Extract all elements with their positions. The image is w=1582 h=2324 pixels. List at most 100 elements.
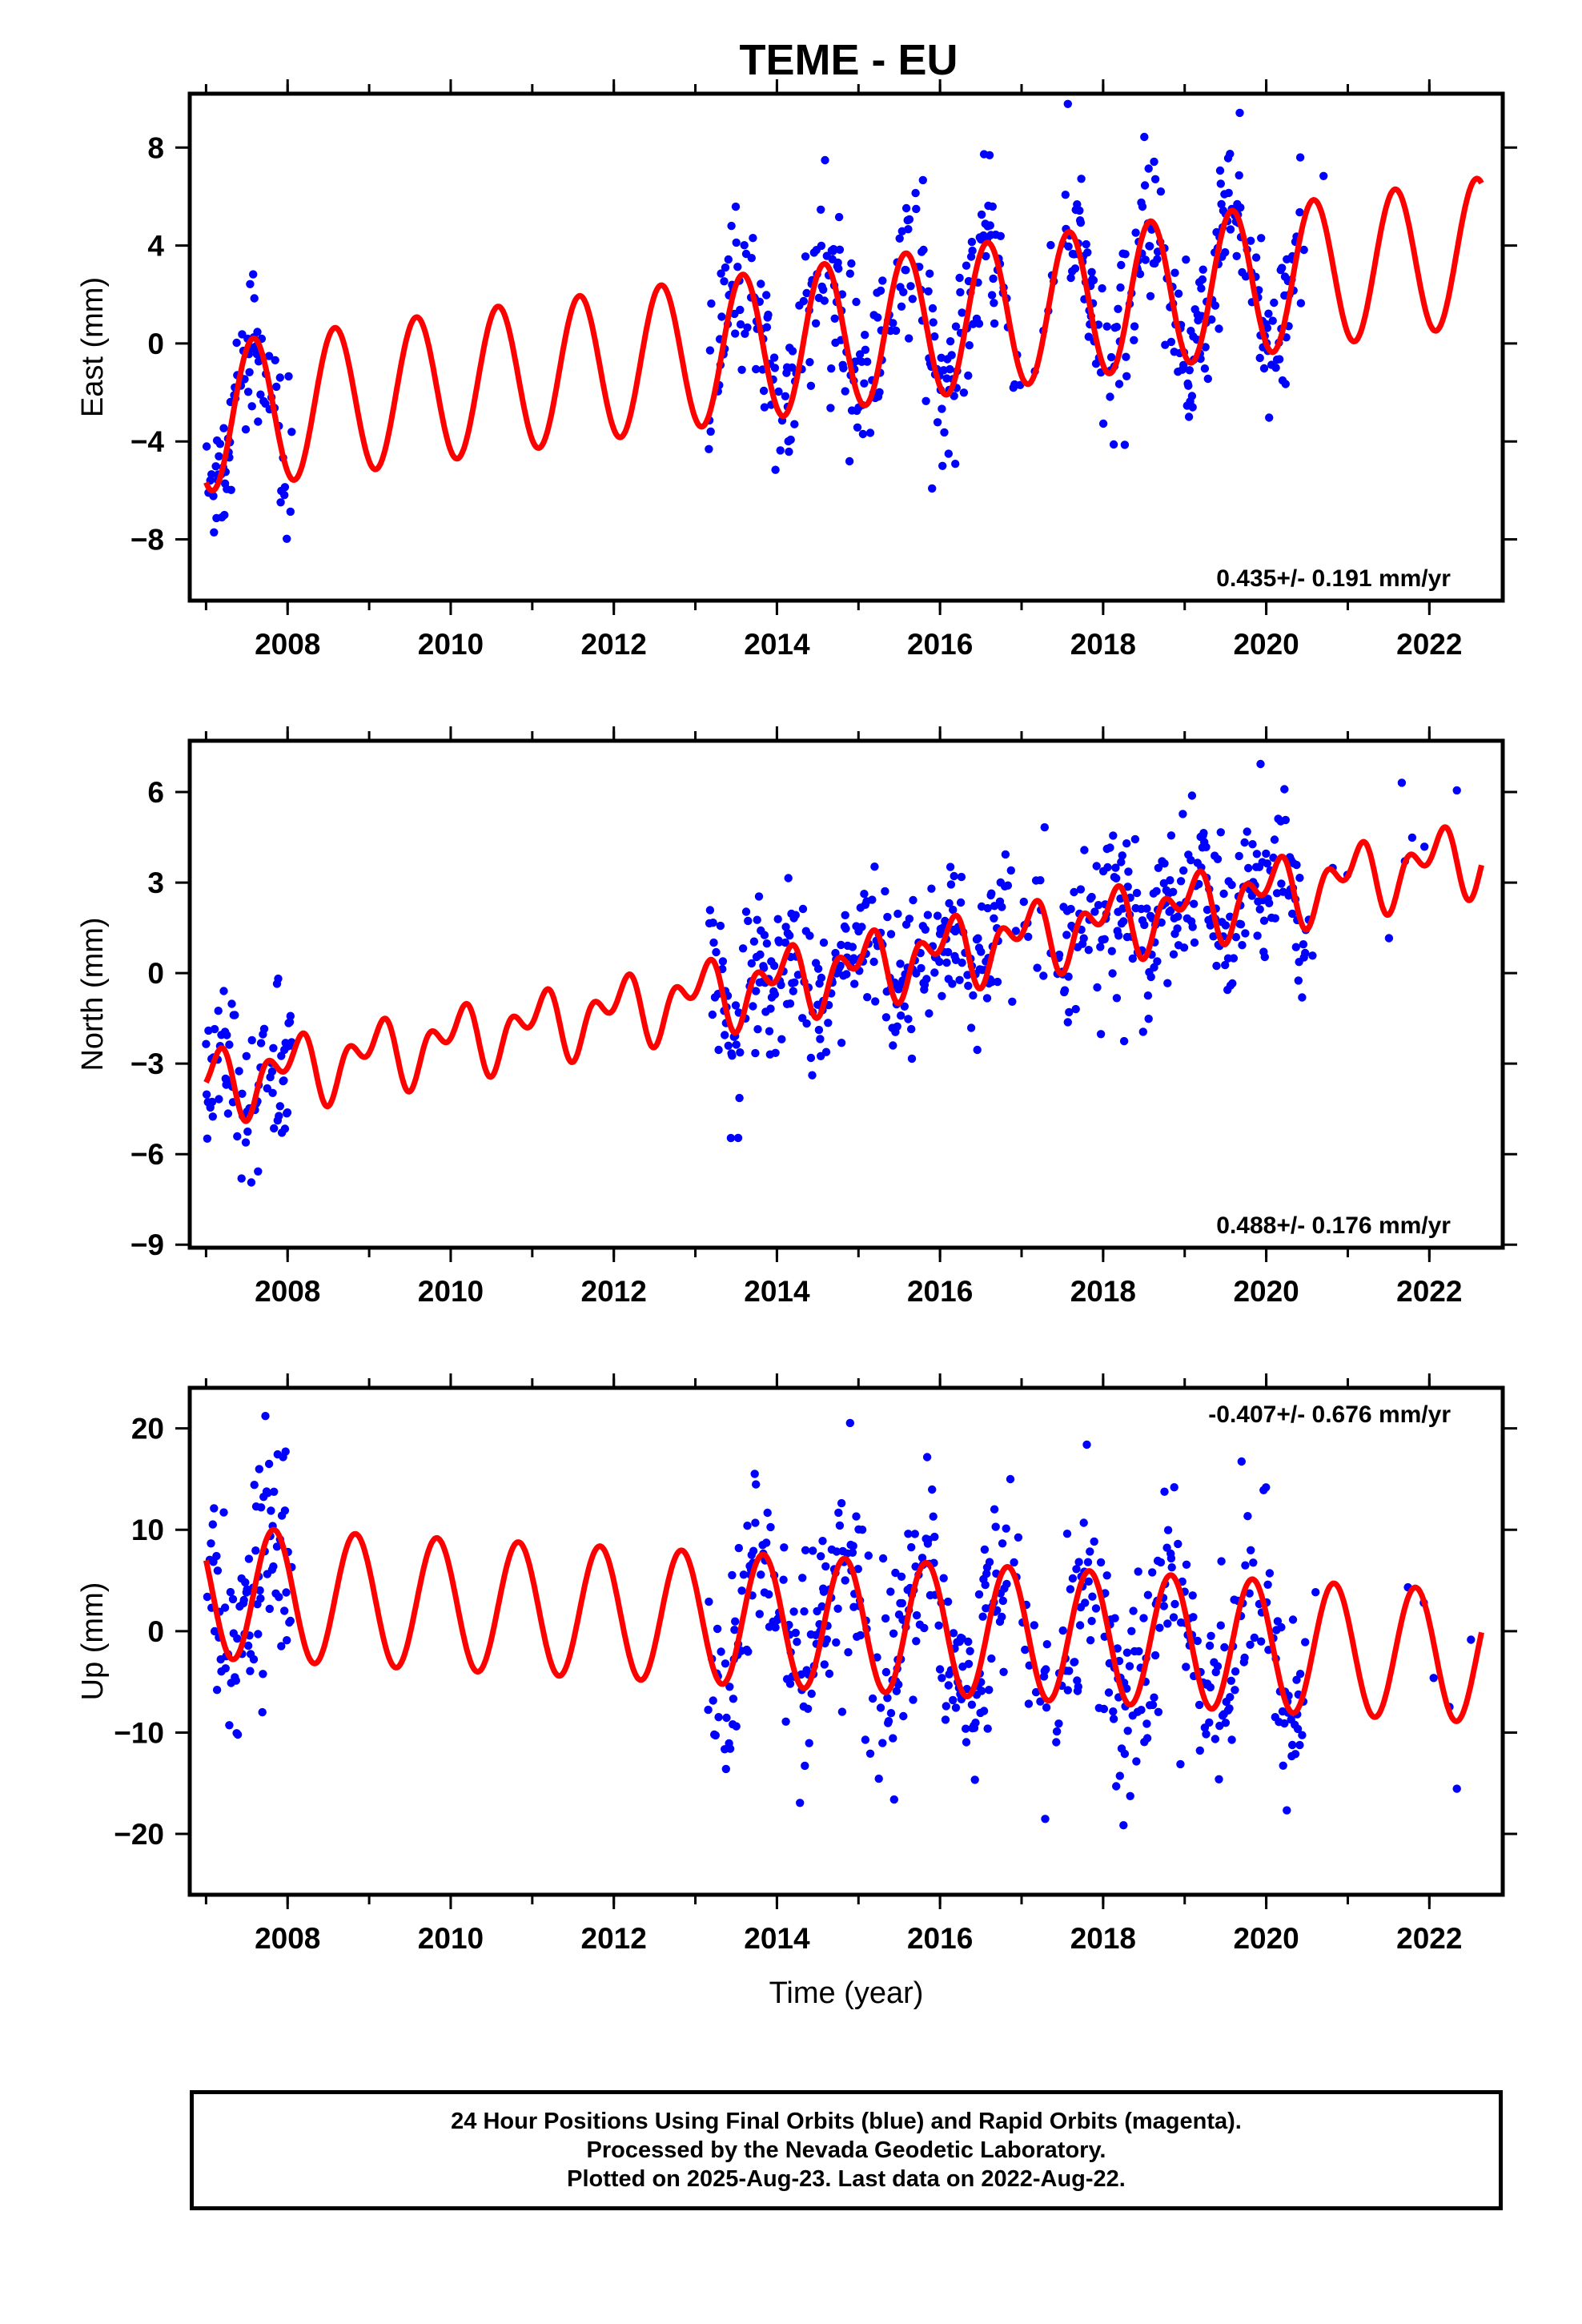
data-point (945, 899, 954, 908)
data-point (1231, 1667, 1240, 1676)
data-point (237, 1174, 246, 1183)
data-point (1112, 323, 1122, 332)
data-point (1292, 1675, 1301, 1684)
data-point (1119, 1036, 1129, 1046)
data-point (1195, 1700, 1204, 1710)
data-point (1226, 1693, 1235, 1702)
data-point (1052, 1738, 1061, 1747)
data-point (220, 1603, 230, 1612)
data-point (259, 1670, 267, 1679)
data-point (735, 1093, 744, 1103)
data-point (873, 313, 882, 322)
data-point (1002, 1579, 1011, 1589)
data-point (1209, 932, 1218, 941)
data-point (938, 404, 946, 413)
data-point (861, 345, 870, 354)
data-point (922, 975, 931, 983)
data-point (1235, 108, 1244, 118)
data-point (1132, 1757, 1141, 1766)
data-point (717, 312, 726, 321)
data-point (991, 1522, 1000, 1531)
data-point (239, 1595, 248, 1605)
data-point (912, 1610, 921, 1620)
data-point (1108, 969, 1117, 978)
x-tick-label: 2020 (1233, 1922, 1299, 1955)
data-point (1091, 1604, 1101, 1613)
data-point (990, 319, 999, 328)
data-point (1142, 1734, 1152, 1743)
data-point (1176, 1759, 1185, 1769)
data-point (721, 1031, 729, 1039)
data-point (949, 1629, 958, 1638)
data-point (779, 1575, 788, 1584)
data-point (1042, 1640, 1052, 1649)
data-point (841, 387, 849, 396)
data-point (1277, 1622, 1286, 1632)
data-point (905, 915, 914, 923)
data-point (1080, 846, 1089, 854)
data-point (1126, 1791, 1134, 1800)
data-point (1227, 1735, 1236, 1744)
data-point (1188, 403, 1197, 412)
data-point (728, 1051, 737, 1060)
data-point (1295, 1670, 1305, 1679)
data-point (744, 1647, 753, 1656)
data-point (1236, 203, 1245, 212)
data-point (771, 1623, 780, 1632)
data-point (766, 1522, 775, 1532)
data-point (1068, 1574, 1078, 1583)
data-point (1154, 1707, 1163, 1716)
data-point (716, 921, 725, 931)
data-point (803, 1704, 813, 1713)
data-point (1112, 1782, 1121, 1791)
data-point (1062, 931, 1071, 939)
data-point (709, 938, 718, 947)
footer-box: 24 Hour Positions Using Final Orbits (bl… (190, 2090, 1503, 2210)
data-point (776, 446, 785, 455)
data-point (1006, 1474, 1015, 1484)
data-point (942, 958, 951, 967)
data-point (1199, 265, 1207, 274)
data-point (968, 246, 977, 255)
data-point (714, 1045, 723, 1055)
data-point (1116, 283, 1125, 292)
data-point (255, 1465, 263, 1474)
data-point (813, 964, 823, 973)
data-point (966, 1023, 976, 1032)
data-point (1153, 957, 1162, 966)
data-point (948, 979, 957, 988)
data-point (284, 372, 293, 381)
data-point (974, 320, 984, 328)
data-point (1106, 352, 1116, 362)
data-point (904, 1015, 913, 1023)
data-point (1263, 324, 1272, 332)
data-point (1121, 250, 1130, 259)
data-point (1135, 270, 1145, 279)
x-tick-label: 2012 (581, 1922, 647, 1955)
data-point (275, 1102, 284, 1111)
data-point (938, 1674, 946, 1683)
data-point (704, 1705, 713, 1715)
data-point (833, 258, 842, 267)
data-point (759, 386, 769, 396)
data-point (264, 352, 274, 360)
data-point (1128, 954, 1138, 963)
data-point (785, 1679, 795, 1688)
data-point (1184, 381, 1193, 390)
data-point (269, 1043, 278, 1053)
data-point (949, 905, 958, 915)
data-point (1150, 157, 1158, 167)
data-point (1104, 1688, 1114, 1697)
data-point (1273, 1617, 1283, 1626)
data-point (1281, 380, 1291, 388)
data-point (245, 368, 254, 376)
x-tick-label: 2010 (418, 1275, 484, 1308)
data-point (1093, 983, 1102, 992)
data-point (990, 299, 998, 308)
data-point (957, 872, 966, 882)
data-point (801, 1761, 809, 1771)
data-point (946, 862, 955, 871)
data-point (1150, 1693, 1158, 1702)
data-point (250, 1481, 259, 1490)
data-point (270, 1487, 279, 1497)
